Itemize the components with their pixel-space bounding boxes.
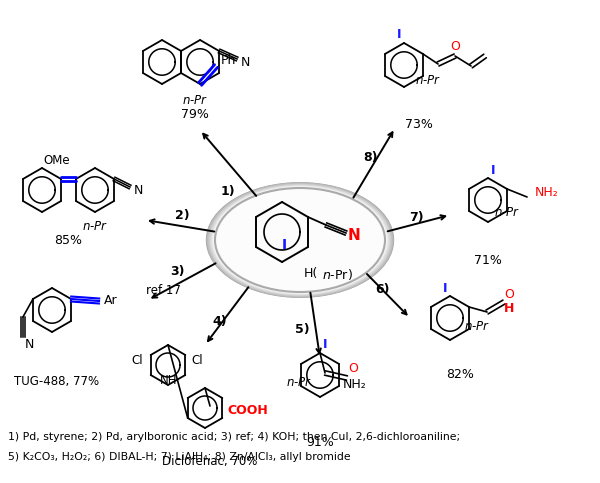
Text: I: I bbox=[323, 339, 327, 352]
Ellipse shape bbox=[214, 187, 386, 293]
Ellipse shape bbox=[212, 186, 388, 294]
Text: ref 17: ref 17 bbox=[146, 284, 181, 297]
Ellipse shape bbox=[214, 187, 387, 293]
Text: N: N bbox=[24, 339, 34, 352]
Text: 7): 7) bbox=[409, 212, 424, 225]
Ellipse shape bbox=[211, 185, 389, 294]
Text: 85%: 85% bbox=[54, 233, 82, 246]
Text: 82%: 82% bbox=[446, 368, 474, 381]
Text: $n$-Pr: $n$-Pr bbox=[415, 73, 441, 86]
Text: 6): 6) bbox=[375, 284, 389, 297]
Text: H: H bbox=[504, 302, 514, 315]
Ellipse shape bbox=[210, 185, 390, 295]
Text: O: O bbox=[504, 288, 514, 301]
Text: 3): 3) bbox=[170, 266, 184, 279]
Text: Diclofenac, 70%: Diclofenac, 70% bbox=[163, 455, 257, 469]
Text: 5) K₂CO₃, H₂O₂; 6) DIBAL-H; 7) LiAlH₄; 8) Zn/AlCl₃, allyl bromide: 5) K₂CO₃, H₂O₂; 6) DIBAL-H; 7) LiAlH₄; 8… bbox=[8, 452, 350, 462]
Ellipse shape bbox=[212, 186, 388, 294]
Text: Ph: Ph bbox=[220, 55, 236, 68]
Text: 5): 5) bbox=[295, 324, 310, 337]
Text: $n$-Pr: $n$-Pr bbox=[82, 219, 108, 232]
Text: Ar: Ar bbox=[104, 295, 118, 308]
Text: NH₂: NH₂ bbox=[343, 379, 367, 392]
Text: N: N bbox=[347, 227, 361, 242]
Text: 8): 8) bbox=[363, 152, 377, 165]
Text: 91%: 91% bbox=[306, 437, 334, 450]
Ellipse shape bbox=[206, 183, 394, 297]
Text: $n$-Pr: $n$-Pr bbox=[464, 321, 490, 333]
Text: OMe: OMe bbox=[44, 154, 70, 167]
Ellipse shape bbox=[213, 187, 387, 293]
Text: I: I bbox=[281, 238, 287, 252]
Text: 73%: 73% bbox=[405, 118, 433, 131]
Ellipse shape bbox=[211, 185, 389, 295]
Text: I: I bbox=[491, 164, 495, 176]
Ellipse shape bbox=[211, 185, 389, 295]
Text: I: I bbox=[443, 282, 447, 295]
Ellipse shape bbox=[209, 184, 391, 296]
Ellipse shape bbox=[208, 184, 392, 297]
Text: 4): 4) bbox=[212, 315, 227, 328]
Text: 1): 1) bbox=[221, 185, 235, 199]
Ellipse shape bbox=[208, 184, 392, 296]
Text: Cl: Cl bbox=[131, 354, 143, 367]
Text: NH₂: NH₂ bbox=[535, 186, 559, 199]
Ellipse shape bbox=[209, 185, 391, 295]
Ellipse shape bbox=[207, 183, 393, 297]
Ellipse shape bbox=[209, 184, 391, 296]
Text: N: N bbox=[133, 185, 143, 198]
Ellipse shape bbox=[215, 188, 385, 292]
Ellipse shape bbox=[210, 185, 390, 295]
Ellipse shape bbox=[212, 186, 388, 294]
Text: 71%: 71% bbox=[474, 254, 502, 267]
Text: 1) Pd, styrene; 2) Pd, arylboronic acid; 3) ref; 4) KOH; then CuI, 2,6-dichloroa: 1) Pd, styrene; 2) Pd, arylboronic acid;… bbox=[8, 432, 460, 442]
Text: NH: NH bbox=[160, 374, 178, 387]
Text: I: I bbox=[397, 28, 401, 42]
Text: N: N bbox=[241, 57, 250, 70]
Ellipse shape bbox=[214, 187, 386, 293]
Ellipse shape bbox=[214, 187, 386, 292]
Text: TUG-488, 77%: TUG-488, 77% bbox=[14, 375, 100, 388]
Text: 2): 2) bbox=[175, 210, 190, 223]
Text: $n$-Pr): $n$-Pr) bbox=[322, 267, 353, 282]
Text: $n$-Pr: $n$-Pr bbox=[494, 207, 520, 219]
Text: O: O bbox=[450, 40, 460, 53]
Text: O: O bbox=[348, 361, 358, 374]
Text: 79%: 79% bbox=[181, 108, 209, 120]
Ellipse shape bbox=[209, 185, 391, 296]
Text: $n$-Pr: $n$-Pr bbox=[182, 94, 208, 106]
Ellipse shape bbox=[207, 183, 393, 297]
Text: Cl: Cl bbox=[191, 354, 203, 367]
Text: H(: H( bbox=[304, 268, 318, 281]
Ellipse shape bbox=[212, 186, 388, 294]
Text: $n$-Pr: $n$-Pr bbox=[286, 377, 312, 389]
Ellipse shape bbox=[208, 184, 392, 297]
Text: COOH: COOH bbox=[227, 403, 268, 416]
